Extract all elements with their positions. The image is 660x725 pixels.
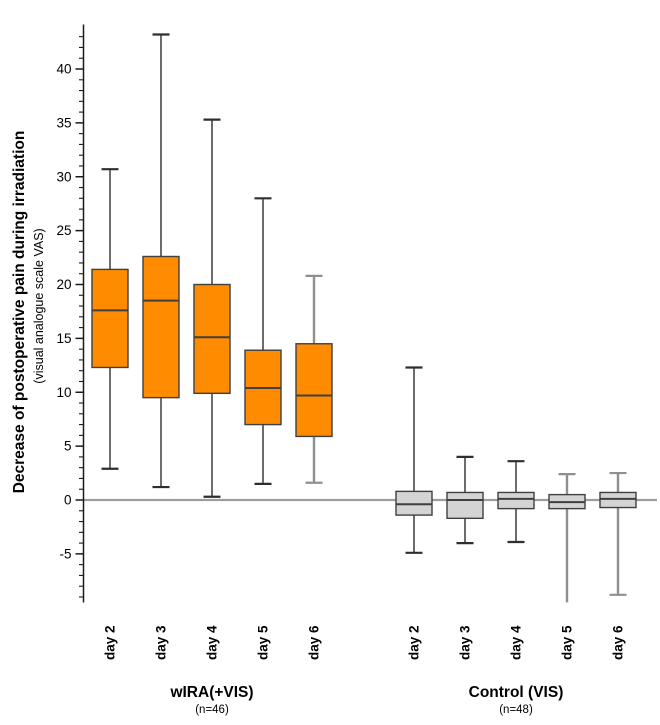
y-axis-tick-label: -5 — [59, 546, 71, 561]
iqr-box — [599, 491, 637, 509]
x-category-label: day 4 — [509, 625, 524, 660]
y-axis-tick-label: 25 — [56, 223, 71, 238]
y-axis-tick-label: 5 — [64, 439, 72, 454]
x-category-label: day 6 — [307, 625, 322, 660]
x-category-label: day 3 — [154, 625, 169, 660]
x-category-label: day 2 — [407, 625, 422, 660]
group-label: Control (VIS) — [469, 684, 564, 701]
iqr-box — [446, 491, 484, 520]
series-group-wira: day 2 day 3 day 4 day 5 day 6 wIRA(+VIS) (n=46… — [91, 33, 333, 716]
boxplot-day-6-control — [599, 471, 637, 596]
x-category-label: day 2 — [103, 625, 118, 660]
x-category-label: day 4 — [205, 625, 220, 660]
group-label: wIRA(+VIS) — [169, 684, 253, 701]
y-axis-subtitle: (visual analogue scale VAS) — [32, 228, 46, 383]
group-sample-size-label: (n=48) — [499, 704, 533, 716]
x-category-label: day 5 — [256, 625, 271, 660]
iqr-box — [91, 268, 129, 369]
iqr-box — [193, 283, 231, 395]
boxplot-day-2-wira — [91, 168, 129, 470]
y-axis-tick-label: 10 — [56, 385, 71, 400]
iqr-box — [142, 255, 180, 399]
boxplot-day-5-control — [548, 473, 586, 603]
iqr-box — [395, 490, 433, 516]
x-category-label: day 3 — [458, 625, 473, 660]
boxplot-day-2-control — [395, 366, 433, 554]
iqr-box — [295, 343, 333, 438]
y-axis-title: Decrease of postoperative pain during ir… — [11, 131, 28, 494]
boxplot-day-3-control — [446, 455, 484, 545]
iqr-box — [497, 491, 535, 510]
y-axis-tick-label: 15 — [56, 331, 71, 346]
y-axis-tick-label: 20 — [56, 277, 71, 292]
y-axis-tick-label: 0 — [64, 493, 72, 508]
boxplot-day-4-wira — [193, 118, 231, 498]
boxplot-day-4-control — [497, 460, 535, 544]
y-axis-tick-label: 40 — [56, 62, 71, 77]
y-axis-tick-label: 35 — [56, 115, 71, 130]
x-category-label: day 6 — [611, 625, 626, 660]
x-category-label: day 5 — [560, 625, 575, 660]
y-axis-tick-label: 30 — [56, 169, 71, 184]
series-group-control: day 2 day 3 day 4 day 5 day 6 Control (VIS) (n… — [395, 366, 637, 716]
group-sample-size-label: (n=46) — [195, 704, 229, 716]
boxplot-day-3-wira — [142, 33, 180, 489]
boxplot-day-6-wira — [295, 274, 333, 484]
boxplot-day-5-wira — [244, 197, 282, 485]
